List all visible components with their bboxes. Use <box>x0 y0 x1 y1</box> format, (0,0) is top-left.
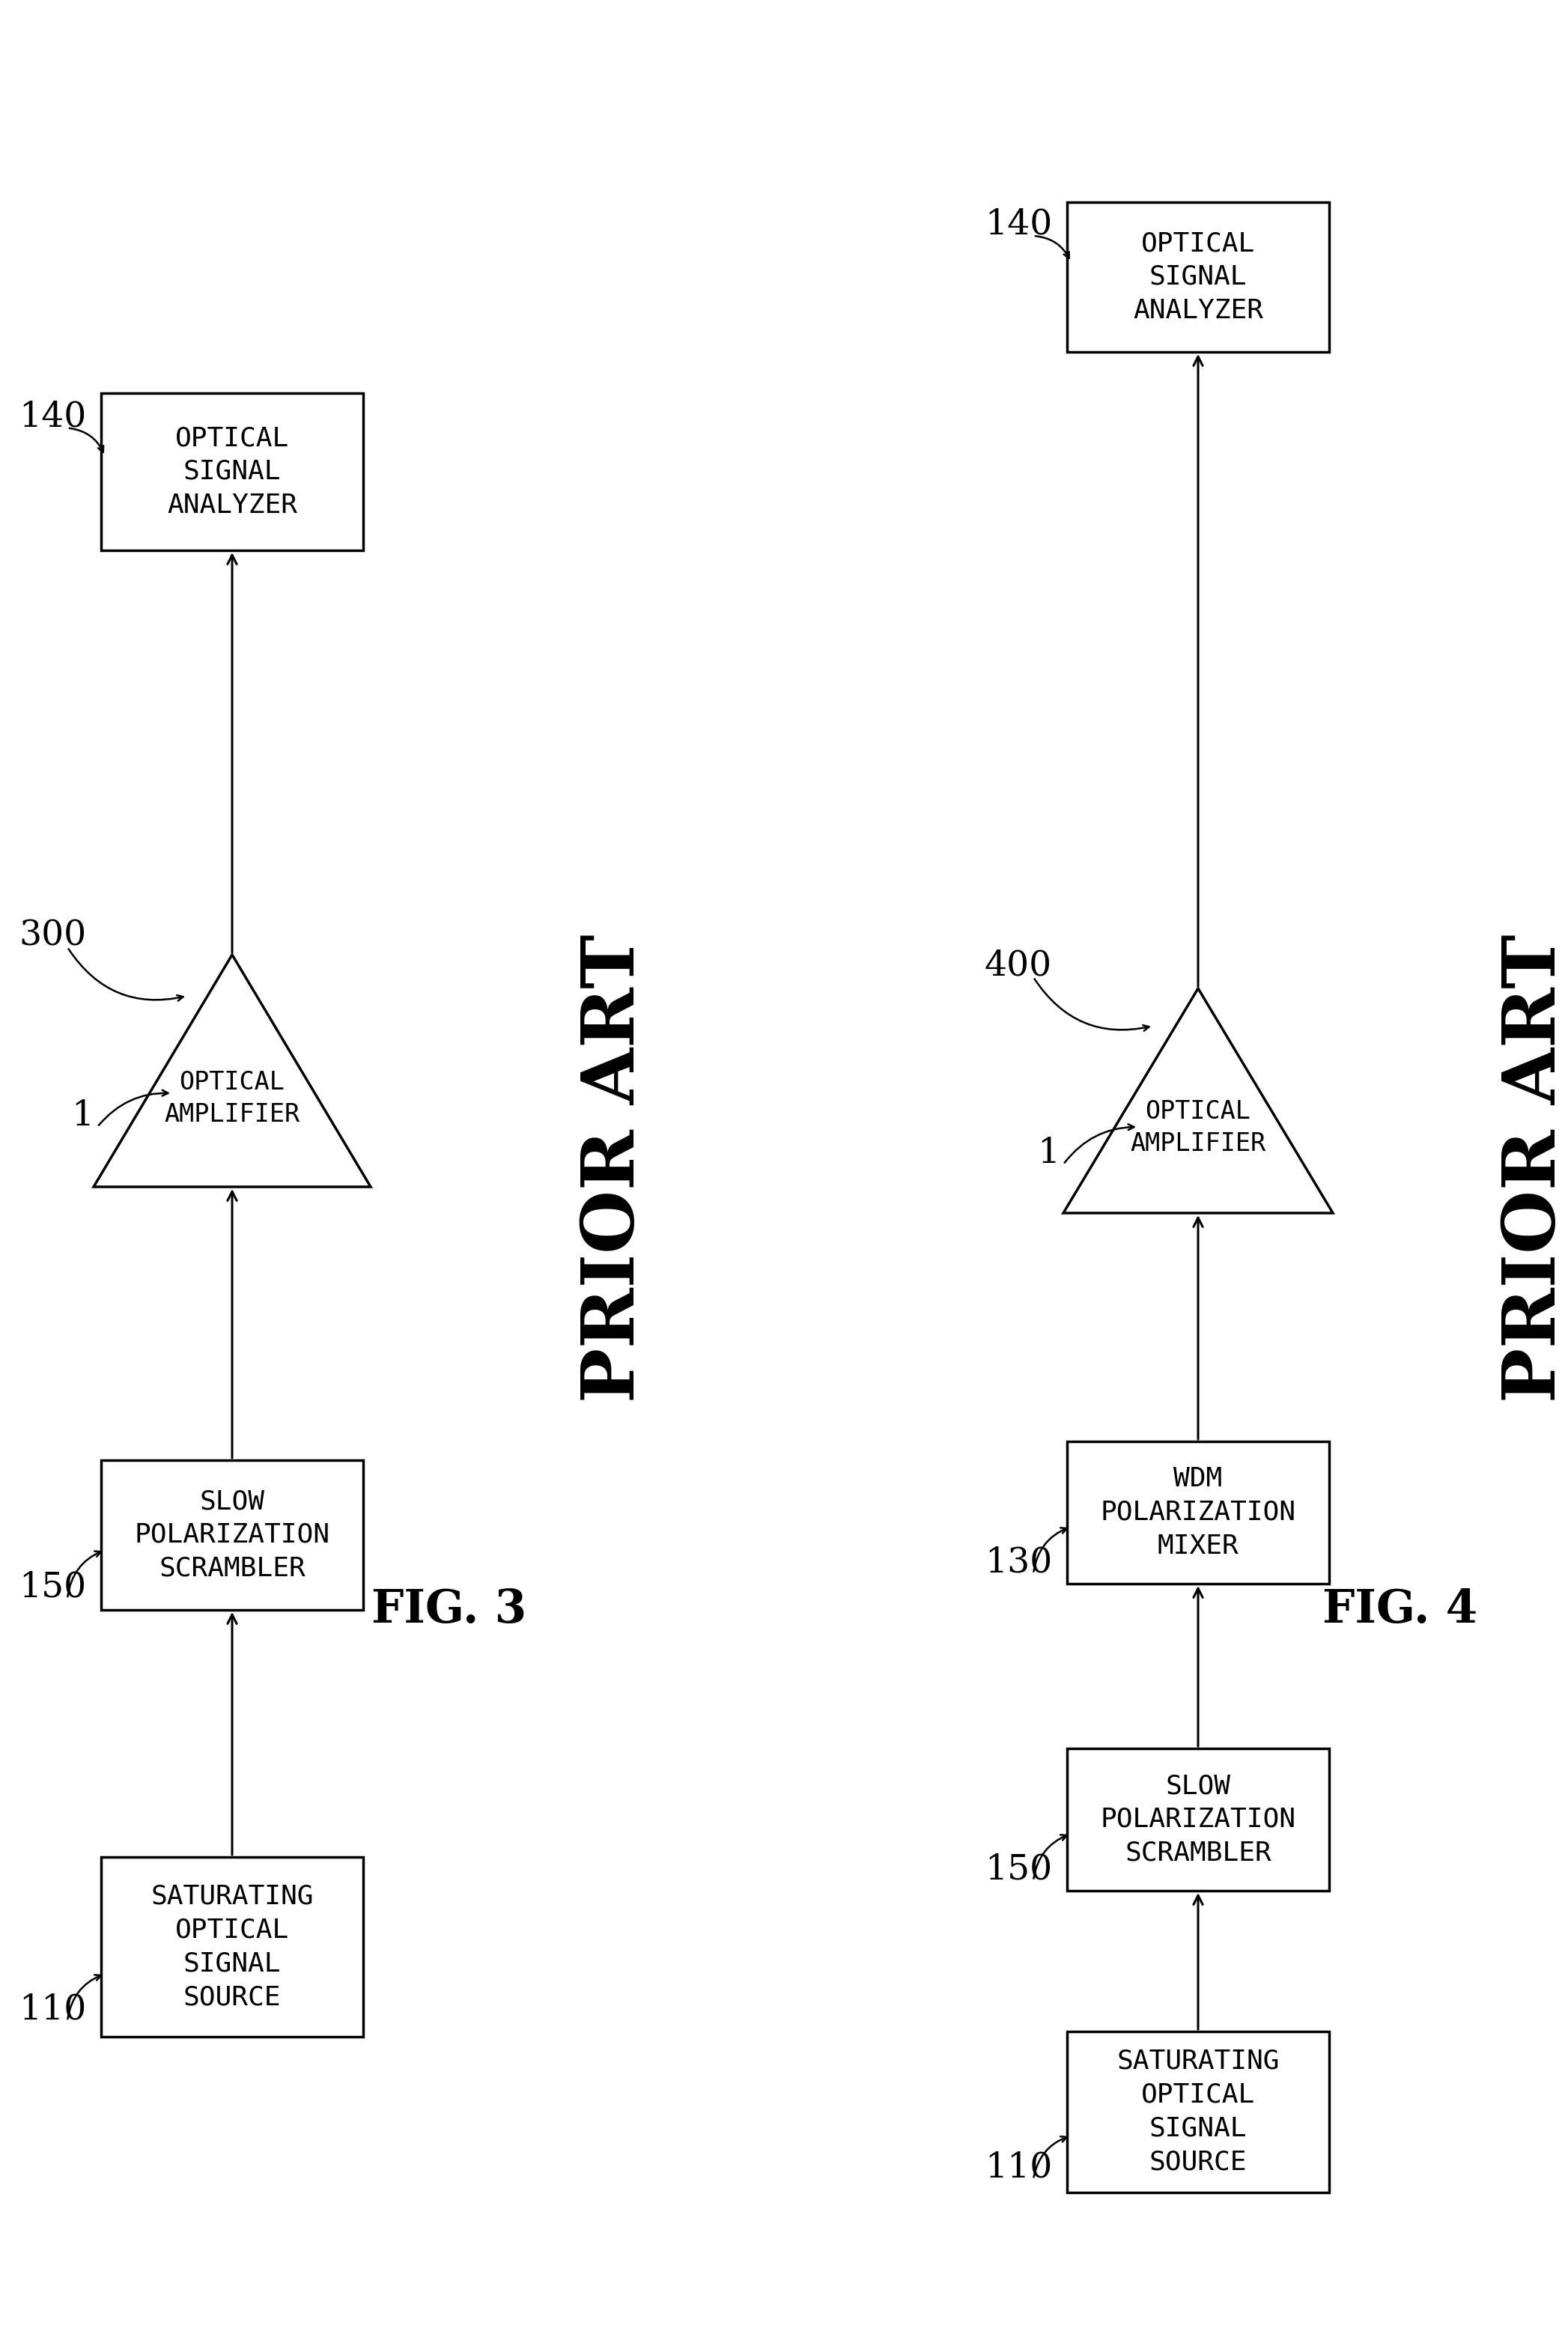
Text: 150: 150 <box>19 1570 86 1605</box>
Text: 150: 150 <box>985 1853 1052 1886</box>
Text: 110: 110 <box>985 2150 1052 2186</box>
Text: FIG. 4: FIG. 4 <box>1323 1587 1477 1633</box>
Bar <box>1068 2031 1330 2193</box>
Text: 1: 1 <box>71 1100 94 1133</box>
Text: FIG. 3: FIG. 3 <box>372 1587 527 1633</box>
Text: SLOW
POLARIZATION
SCRAMBLER: SLOW POLARIZATION SCRAMBLER <box>135 1488 329 1582</box>
Text: 300: 300 <box>19 920 86 952</box>
Bar <box>100 393 364 550</box>
Bar <box>1068 201 1330 351</box>
Text: 400: 400 <box>985 950 1052 983</box>
Text: WDM
POLARIZATION
MIXER: WDM POLARIZATION MIXER <box>1101 1467 1295 1558</box>
Text: 140: 140 <box>19 400 86 433</box>
Bar <box>100 1460 364 1610</box>
Bar <box>1068 1441 1330 1584</box>
Text: OPTICAL
SIGNAL
ANALYZER: OPTICAL SIGNAL ANALYZER <box>166 426 298 517</box>
Polygon shape <box>1063 987 1333 1212</box>
Text: 140: 140 <box>985 208 1052 241</box>
Text: 130: 130 <box>985 1544 1052 1580</box>
Text: OPTICAL
SIGNAL
ANALYZER: OPTICAL SIGNAL ANALYZER <box>1134 232 1264 323</box>
Text: PRIOR ART: PRIOR ART <box>1501 934 1568 1402</box>
Text: OPTICAL
AMPLIFIER: OPTICAL AMPLIFIER <box>1131 1100 1265 1156</box>
Text: PRIOR ART: PRIOR ART <box>579 934 649 1402</box>
Text: SATURATING
OPTICAL
SIGNAL
SOURCE: SATURATING OPTICAL SIGNAL SOURCE <box>1116 2048 1279 2174</box>
Text: 110: 110 <box>19 1994 86 2026</box>
Bar <box>100 1858 364 2036</box>
Text: SLOW
POLARIZATION
SCRAMBLER: SLOW POLARIZATION SCRAMBLER <box>1101 1774 1295 1865</box>
Polygon shape <box>94 955 370 1186</box>
Bar <box>1068 1748 1330 1891</box>
Text: SATURATING
OPTICAL
SIGNAL
SOURCE: SATURATING OPTICAL SIGNAL SOURCE <box>151 1884 314 2010</box>
Text: OPTICAL
AMPLIFIER: OPTICAL AMPLIFIER <box>165 1069 299 1128</box>
Text: 1: 1 <box>1036 1137 1060 1170</box>
